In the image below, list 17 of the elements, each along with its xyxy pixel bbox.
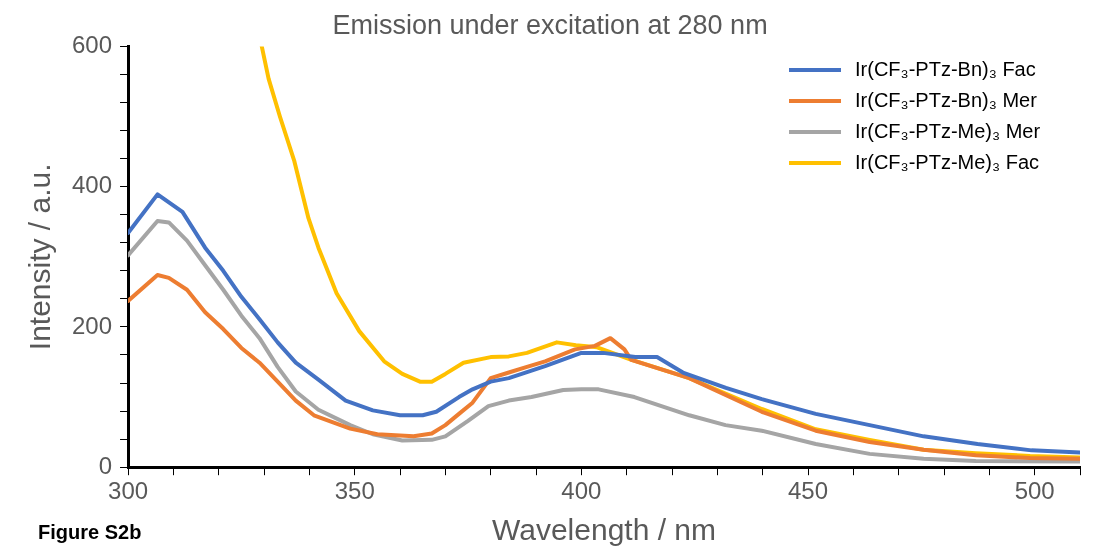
x-tick-label: 300 — [108, 477, 149, 505]
y-tick-label: 0 — [98, 451, 113, 479]
y-axis-title: Intensity / a.u. — [23, 163, 57, 351]
x-tick-label: 450 — [787, 477, 829, 505]
x-tick-label: 400 — [561, 477, 602, 505]
y-tick-label: 600 — [72, 31, 113, 59]
legend-label: Ir(CF₃-PTz-Bn)₃ Mer — [855, 89, 1037, 113]
legend-label: Ir(CF₃-PTz-Me)₃ Mer — [855, 120, 1041, 144]
chart-title: Emission under excitation at 280 nm — [332, 9, 768, 40]
x-tick-label: 500 — [1014, 477, 1055, 505]
y-tick-label: 200 — [72, 311, 113, 339]
legend-label: Ir(CF₃-PTz-Bn)₃ Fac — [855, 58, 1036, 82]
legend-label: Ir(CF₃-PTz-Me)₃ Fac — [855, 151, 1040, 175]
x-axis-title: Wavelength / nm — [492, 513, 717, 547]
y-tick-label: 400 — [72, 171, 113, 199]
x-tick-label: 350 — [334, 477, 375, 505]
caption: Figure S2b — [38, 521, 142, 544]
